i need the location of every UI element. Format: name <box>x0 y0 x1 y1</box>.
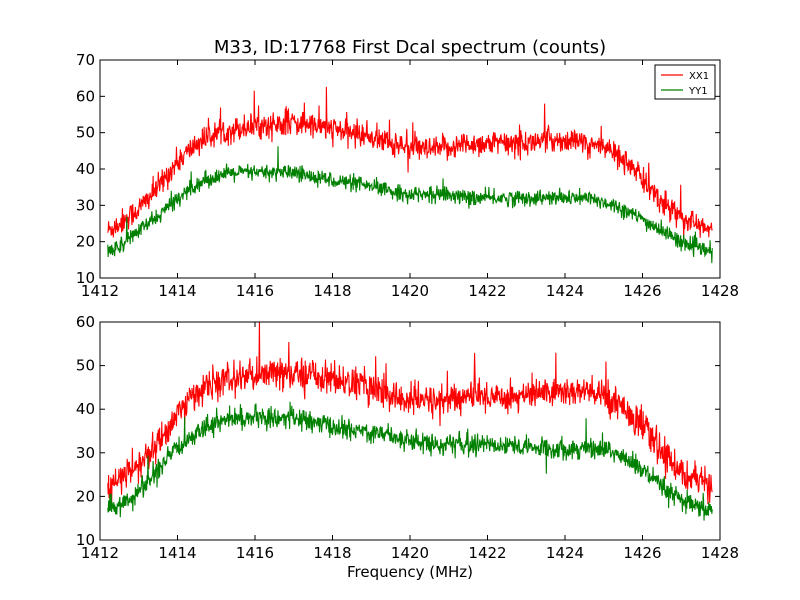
y-tick-label: 20 <box>76 233 95 251</box>
x-tick-label: 1426 <box>623 544 661 562</box>
series-line-plot1-1 <box>107 401 713 521</box>
legend-label-yy1: YY1 <box>688 86 708 97</box>
y-tick-label: 10 <box>76 269 95 287</box>
x-tick-label: 1416 <box>236 282 274 300</box>
x-tick-label: 1424 <box>546 544 584 562</box>
bottom-spectrum-plot: 1412 1414 1416 1418 1420 1422 1424 1426 1428 10 20… <box>76 313 739 581</box>
x-tick-label: 1428 <box>701 544 739 562</box>
x-tick-label: 1428 <box>701 282 739 300</box>
x-tick-label: 1414 <box>158 544 196 562</box>
y-tick-label: 50 <box>76 124 95 142</box>
y-tick-label: 50 <box>76 357 95 375</box>
legend-label-xx1: XX1 <box>689 71 709 82</box>
figure-title: M33, ID:17768 First Dcal spectrum (count… <box>214 37 606 58</box>
y-tick-label: 20 <box>76 487 95 505</box>
y-tick-label: 60 <box>76 313 95 331</box>
top-spectrum-plot: 1412 1414 1416 1418 1420 1422 1424 1426 1428 10 20… <box>76 51 739 300</box>
y-tick-label: 30 <box>76 196 95 214</box>
x-tick-label: 1426 <box>623 282 661 300</box>
x-axis-label: Frequency (MHz) <box>347 563 473 581</box>
x-tick-label: 1414 <box>158 282 196 300</box>
x-tick-label: 1420 <box>391 544 429 562</box>
x-tick-label: 1412 <box>81 282 119 300</box>
x-tick-label: 1416 <box>236 544 274 562</box>
x-tick-label: 1418 <box>313 282 351 300</box>
x-tick-label: 1412 <box>81 544 119 562</box>
series-line-yy1 <box>107 146 713 264</box>
y-tick-label: 40 <box>76 160 95 178</box>
x-tick-label: 1424 <box>546 282 584 300</box>
x-tick-label: 1422 <box>468 544 506 562</box>
x-tick-label: 1420 <box>391 282 429 300</box>
y-tick-label: 60 <box>76 87 95 105</box>
y-tick-label: 70 <box>76 51 95 69</box>
y-tick-label: 40 <box>76 400 95 418</box>
x-tick-label: 1422 <box>468 282 506 300</box>
series-line-xx1 <box>107 86 713 238</box>
y-tick-label: 30 <box>76 444 95 462</box>
x-tick-label: 1418 <box>313 544 351 562</box>
y-tick-label: 10 <box>76 531 95 549</box>
series-line-plot1-0 <box>107 322 713 505</box>
